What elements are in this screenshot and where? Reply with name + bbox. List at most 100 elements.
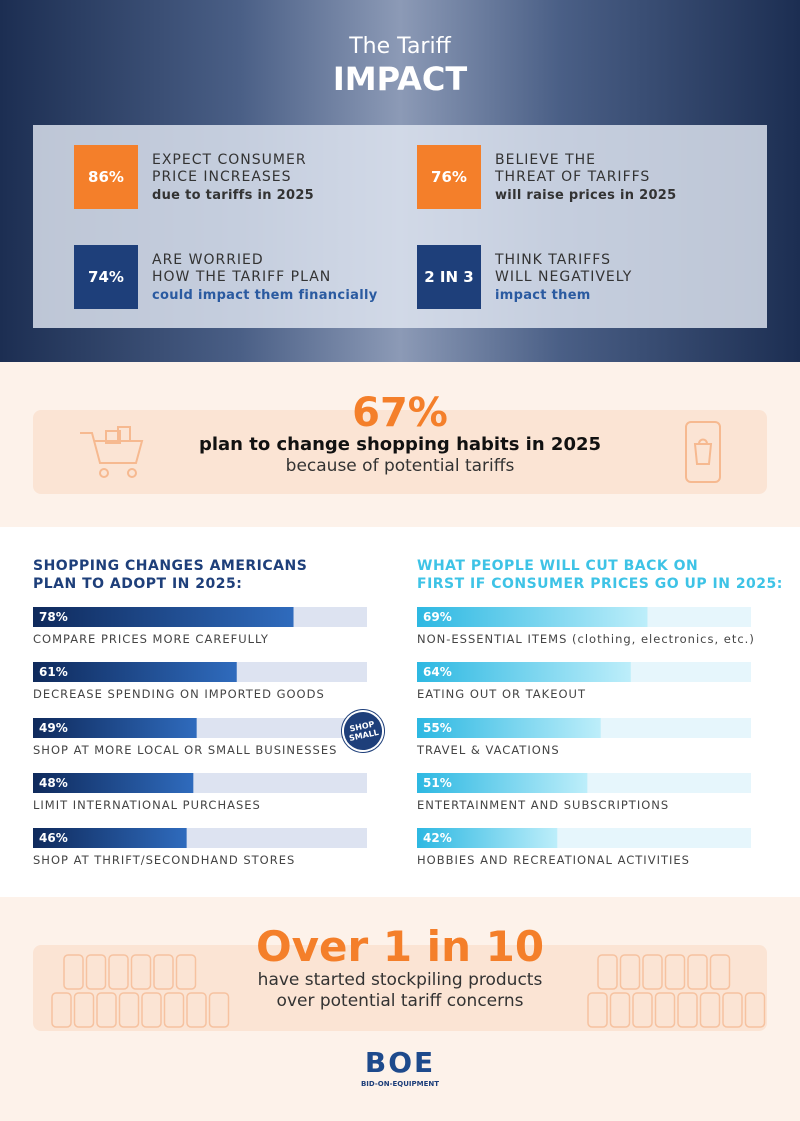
- can: [186, 992, 207, 1028]
- stockpile-headline: Over 1 in 10: [255, 922, 545, 971]
- stockpile-line1: have started stockpiling products: [257, 970, 543, 990]
- highlight-value: 67%: [352, 390, 448, 436]
- bar-value: 78%: [39, 610, 68, 624]
- bar-value: 49%: [39, 720, 68, 735]
- bar-track: [33, 607, 367, 627]
- stat-text: EXPECT CONSUMER: [152, 152, 307, 168]
- stat-text: WILL NEGATIVELY: [495, 269, 633, 285]
- stat-text: THINK TARIFFS: [495, 252, 611, 268]
- can: [609, 992, 631, 1028]
- can: [96, 992, 117, 1028]
- list-heading: PLAN TO ADOPT IN 2025:: [33, 576, 243, 592]
- can: [654, 992, 676, 1028]
- stat-text: BELIEVE THE: [495, 152, 597, 168]
- stat-detail: could impact them financially: [152, 288, 378, 303]
- can: [175, 954, 197, 990]
- can: [118, 992, 140, 1028]
- bar-label: HOBBIES AND RECREATIONAL ACTIVITIES: [417, 853, 690, 868]
- can: [709, 954, 731, 990]
- bar-value: 42%: [423, 831, 452, 846]
- bar: [33, 607, 294, 627]
- bar-value: 69%: [423, 610, 452, 624]
- bar-track: [33, 662, 367, 683]
- highlight-card: [33, 410, 767, 494]
- title: The Tariff: [349, 34, 451, 59]
- can: [85, 954, 107, 990]
- bar: [417, 607, 648, 627]
- can: [130, 954, 152, 990]
- stat-text: THREAT OF TARIFFS: [495, 169, 651, 185]
- can: [687, 954, 708, 990]
- shop-small-badge: SHOP SMALL: [338, 706, 388, 756]
- bar-track: [417, 828, 751, 849]
- list-heading: WHAT PEOPLE WILL CUT BACK ON: [417, 558, 699, 574]
- bar-track: [417, 662, 751, 683]
- bar: [417, 662, 631, 683]
- can: [163, 992, 185, 1028]
- bar-track: [33, 717, 367, 738]
- can: [587, 992, 608, 1028]
- bar-track: [417, 717, 751, 738]
- can: [642, 954, 663, 990]
- bar: [33, 717, 197, 738]
- can: [51, 992, 72, 1028]
- bar-label: TRAVEL & VACATIONS: [417, 742, 560, 757]
- phone-icon: [685, 421, 721, 483]
- bar-track: [417, 772, 751, 793]
- list-heading: SHOPPING CHANGES AMERICANS: [33, 558, 308, 574]
- bar: [417, 772, 588, 793]
- bar-value: 48%: [39, 775, 68, 790]
- bar-value: 51%: [423, 775, 452, 790]
- logo: BOE: [364, 1046, 436, 1079]
- bar-track: [33, 828, 367, 849]
- can: [664, 954, 686, 990]
- cart-icon: [80, 426, 144, 478]
- bar-track: [33, 772, 367, 793]
- can: [632, 992, 653, 1028]
- bar-value: 46%: [39, 831, 68, 846]
- bar-label: COMPARE PRICES MORE CAREFULLY: [33, 632, 269, 646]
- can: [153, 954, 174, 990]
- bar-value: 61%: [39, 665, 68, 680]
- stat-value: 86%: [74, 145, 138, 209]
- bar-label: LIMIT INTERNATIONAL PURCHASES: [33, 797, 261, 812]
- can: [73, 992, 95, 1028]
- bar-track: [417, 607, 751, 627]
- bar-label: ENTERTAINMENT AND SUBSCRIPTIONS: [417, 797, 670, 812]
- stats-panel: [33, 125, 767, 328]
- stat-text: PRICE INCREASES: [152, 169, 292, 185]
- cans-decoration: [51, 954, 766, 1028]
- can: [141, 992, 162, 1028]
- stat-value: 74%: [74, 245, 138, 309]
- stat-detail: will raise prices in 2025: [495, 188, 677, 203]
- can: [722, 992, 743, 1028]
- bar-label: SHOP AT MORE LOCAL OR SMALL BUSINESSES: [33, 742, 338, 757]
- can: [677, 992, 698, 1028]
- stat-text: HOW THE TARIFF PLAN: [152, 269, 332, 285]
- can: [108, 954, 129, 990]
- bar: [33, 828, 187, 849]
- can: [208, 992, 230, 1028]
- can: [699, 992, 721, 1028]
- logo-tagline: BID-ON-EQUIPMENT: [360, 1080, 440, 1088]
- can: [619, 954, 641, 990]
- bar-label: SHOP AT THRIFT/SECONDHAND STORES: [33, 853, 296, 868]
- stat-value: 2 IN 3: [417, 245, 481, 309]
- stat-value: 76%: [417, 145, 481, 209]
- can: [744, 992, 766, 1028]
- can: [597, 954, 618, 990]
- bar: [417, 717, 601, 738]
- bar-label: NON-ESSENTIAL ITEMS (clothing, electroni…: [417, 632, 755, 646]
- bar: [33, 662, 237, 683]
- bar: [417, 828, 558, 849]
- highlight-line1: plan to change shopping habits in 2025: [198, 434, 602, 455]
- stat-detail: impact them: [495, 288, 591, 303]
- bar-value: 64%: [423, 665, 452, 680]
- stat-detail: due to tariffs in 2025: [152, 188, 315, 203]
- title-strong: IMPACT: [332, 60, 468, 98]
- list-heading: FIRST IF CONSUMER PRICES GO UP IN 2025:: [417, 576, 783, 592]
- stockpile-line2: over potential tariff concerns: [276, 991, 524, 1011]
- bar: [33, 772, 194, 793]
- highlight-line2: because of potential tariffs: [285, 456, 515, 476]
